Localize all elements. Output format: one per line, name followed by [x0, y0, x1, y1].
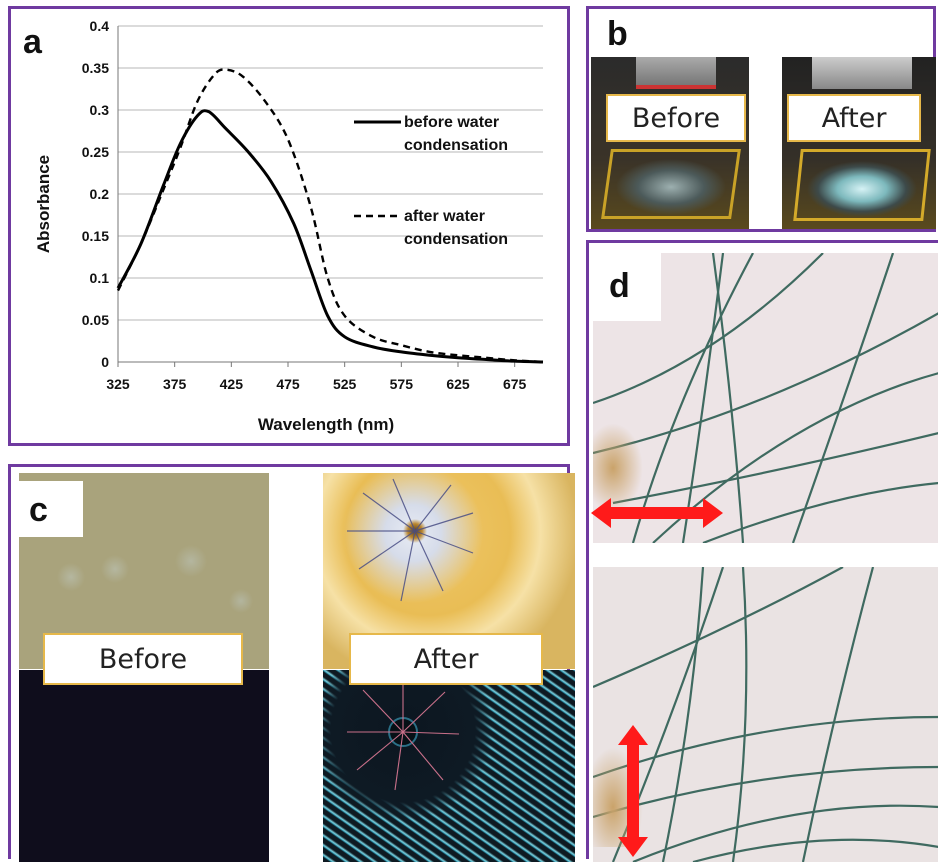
chart-grid [118, 25, 543, 321]
x-tick-label: 425 [220, 376, 244, 392]
after-label-b: After [787, 94, 921, 142]
before-photo [591, 57, 749, 229]
y-tick-label: 0.1 [90, 270, 110, 286]
sample-plate [601, 149, 741, 219]
arrows-overlay [591, 498, 723, 857]
panel-a: 0 0.05 0.1 0.15 0.2 0.25 0.3 0.35 0.4 325 375 425 47… [8, 6, 570, 446]
before-polarized [19, 670, 269, 862]
after-photo [782, 57, 936, 229]
chart-axes: 0 0.05 0.1 0.15 0.2 0.25 0.3 0.35 0.4 325 375 425 47… [82, 18, 543, 392]
legend-label: condensation [404, 231, 508, 248]
panel-b: b Before After [586, 6, 936, 232]
y-tick-label: 0.35 [82, 60, 109, 76]
after-label-c: After [349, 633, 543, 685]
y-tick-label: 0.15 [82, 228, 109, 244]
legend-label: condensation [404, 137, 508, 154]
y-tick-label: 0 [101, 354, 109, 370]
x-tick-label: 675 [503, 376, 527, 392]
x-axis-label: Wavelength (nm) [258, 415, 394, 434]
lens-ring [812, 57, 912, 89]
absorbance-chart: 0 0.05 0.1 0.15 0.2 0.25 0.3 0.35 0.4 325 375 425 47… [34, 18, 544, 434]
x-tick-label: 625 [446, 376, 470, 392]
panel-letter-a: a [23, 23, 42, 61]
fibers-vertical [593, 567, 938, 862]
lens-ring [636, 57, 716, 89]
panel-letter-d: d [609, 267, 630, 305]
series-line-after [116, 68, 544, 364]
y-tick-label: 0.3 [90, 102, 110, 118]
y-tick-label: 0.4 [90, 18, 110, 34]
after-polarized [323, 670, 575, 862]
crystal-spikes-bright [347, 478, 474, 602]
debris-cluster [593, 423, 643, 513]
y-tick-label: 0.05 [82, 312, 109, 328]
chart-legend: before water condensation after water conde… [354, 114, 508, 248]
x-tick-label: 575 [390, 376, 414, 392]
before-label-c: Before [43, 633, 243, 685]
y-tick-label: 0.2 [90, 186, 110, 202]
series-line-before [116, 109, 544, 364]
panel-d: d [586, 240, 938, 862]
y-axis-label: Absorbance [34, 155, 53, 253]
x-tick-label: 325 [106, 376, 130, 392]
panel-c: c Before After [8, 464, 575, 862]
chart-series [116, 68, 544, 364]
x-tick-label: 375 [163, 376, 187, 392]
y-tick-label: 0.25 [82, 144, 109, 160]
panel-letter-c: c [29, 491, 48, 529]
sample-plate [793, 149, 931, 221]
legend-label: after water [404, 208, 485, 225]
x-tick-label: 475 [276, 376, 300, 392]
legend-label: before water [404, 114, 499, 131]
x-tick-label: 525 [333, 376, 357, 392]
panel-letter-b: b [607, 15, 628, 53]
crystal-spikes-polarized [347, 678, 460, 791]
before-label-b: Before [606, 94, 746, 142]
horizontal-double-arrow [591, 498, 723, 528]
vertical-double-arrow [618, 725, 648, 857]
fiber-lines-bottom [593, 567, 938, 862]
